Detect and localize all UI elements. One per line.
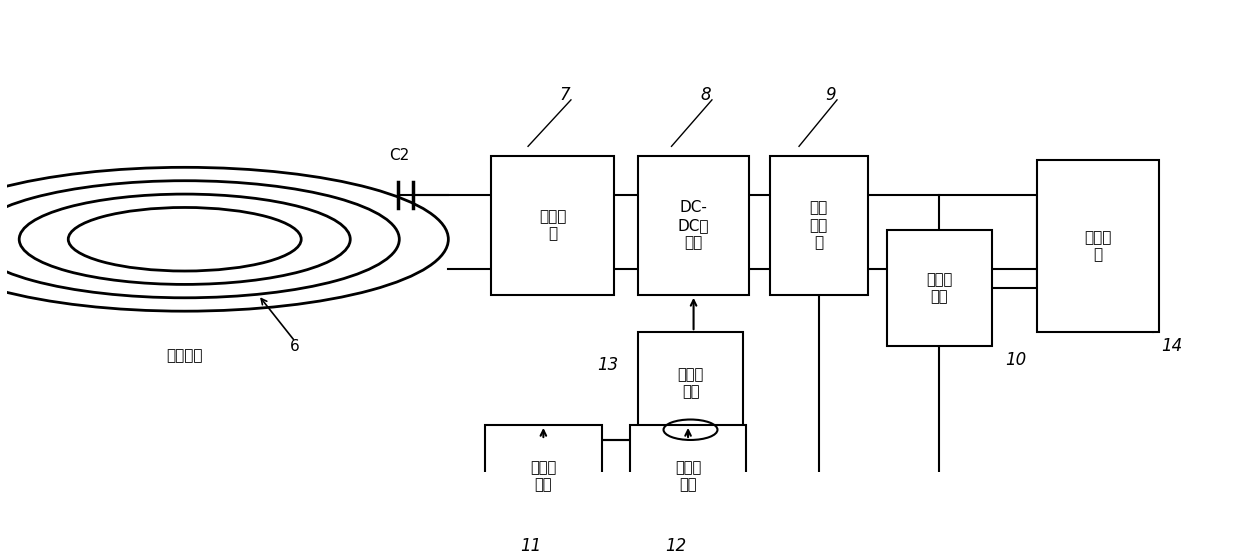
Text: 14: 14 xyxy=(1161,337,1183,355)
Text: DC-
DC变
换器: DC- DC变 换器 xyxy=(678,200,709,250)
Text: 8: 8 xyxy=(701,86,712,104)
Text: 11: 11 xyxy=(521,537,542,555)
FancyBboxPatch shape xyxy=(1037,160,1159,332)
Text: 电流传
感器: 电流传 感器 xyxy=(926,272,952,304)
Text: 10: 10 xyxy=(1006,351,1027,369)
Text: 整流电
路: 整流电 路 xyxy=(539,209,567,241)
Text: 低频调
制器: 低频调 制器 xyxy=(531,460,557,493)
Text: 9: 9 xyxy=(826,86,836,104)
Text: 7: 7 xyxy=(559,86,570,104)
Text: C2: C2 xyxy=(389,147,409,162)
FancyBboxPatch shape xyxy=(485,425,601,527)
FancyBboxPatch shape xyxy=(770,156,868,295)
Text: 12: 12 xyxy=(665,537,687,555)
Text: 接收线圈: 接收线圈 xyxy=(166,349,203,364)
FancyBboxPatch shape xyxy=(491,156,614,295)
FancyBboxPatch shape xyxy=(630,425,746,527)
Text: 高频调
制器: 高频调 制器 xyxy=(675,460,701,493)
FancyBboxPatch shape xyxy=(639,332,743,434)
Text: 电压
传感
器: 电压 传感 器 xyxy=(810,200,828,250)
FancyBboxPatch shape xyxy=(639,156,749,295)
Text: 13: 13 xyxy=(598,356,619,374)
Text: 6: 6 xyxy=(290,339,300,354)
Text: 二号控
制器: 二号控 制器 xyxy=(677,367,703,399)
FancyBboxPatch shape xyxy=(888,230,992,346)
Text: 轮毂电
机: 轮毂电 机 xyxy=(1085,230,1112,262)
